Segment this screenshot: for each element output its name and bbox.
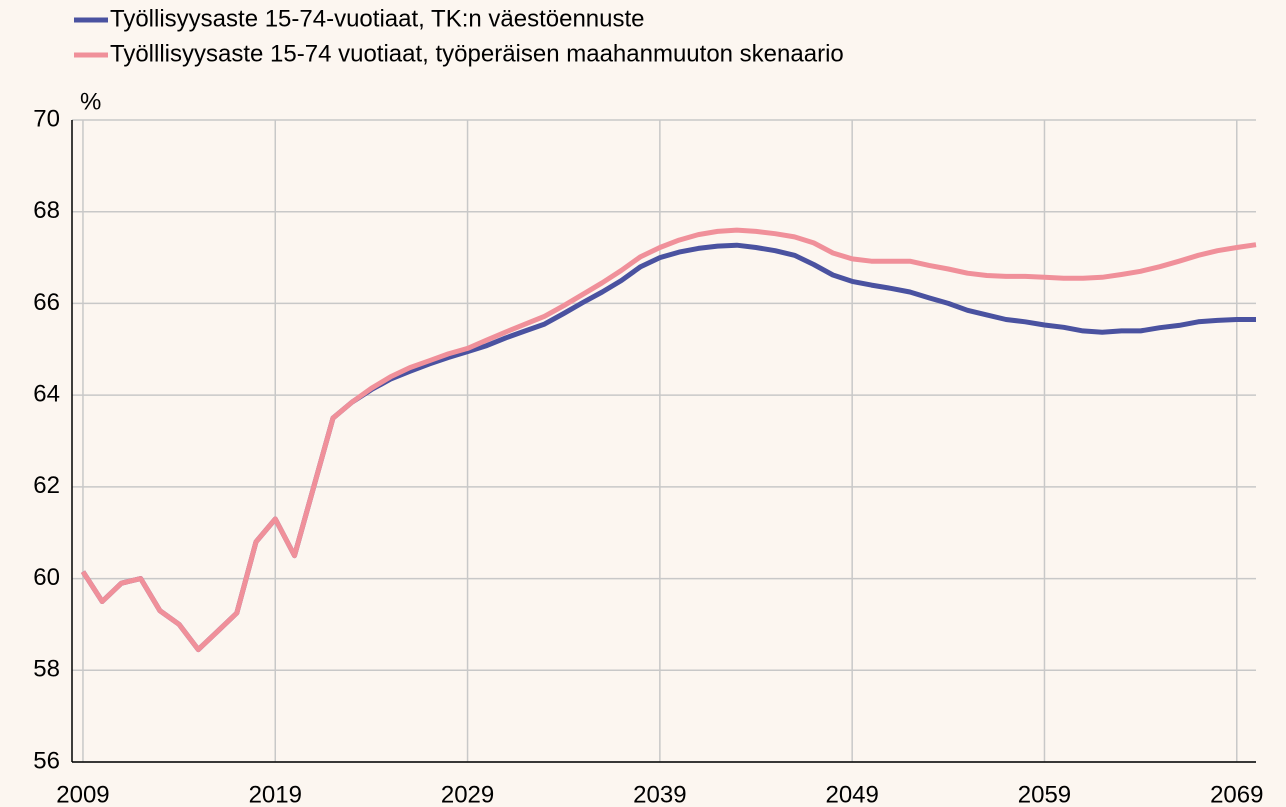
y-tick-label: 56 — [33, 747, 60, 774]
series-line — [80, 242, 1256, 653]
y-tick-label: 70 — [33, 105, 60, 132]
y-unit: % — [80, 88, 101, 115]
x-tick-label: 2049 — [825, 781, 878, 807]
x-tick-label: 2059 — [1018, 781, 1071, 807]
x-tick-label: 2019 — [249, 781, 302, 807]
y-tick-label: 62 — [33, 472, 60, 499]
legend-label: Työlllisyysaste 15-74 vuotiaat, työperäi… — [110, 40, 844, 67]
x-tick-label: 2039 — [633, 781, 686, 807]
y-tick-label: 60 — [33, 564, 60, 591]
x-tick-label: 2069 — [1210, 781, 1263, 807]
legend-label: Työllisyysaste 15-74-vuotiaat, TK:n väes… — [110, 5, 645, 32]
x-tick-label: 2029 — [441, 781, 494, 807]
y-tick-label: 64 — [33, 380, 60, 407]
series-line — [80, 227, 1257, 653]
x-tick-label: 2009 — [56, 781, 109, 807]
y-tick-label: 68 — [33, 197, 60, 224]
y-tick-label: 58 — [33, 656, 60, 683]
y-tick-label: 66 — [33, 289, 60, 316]
